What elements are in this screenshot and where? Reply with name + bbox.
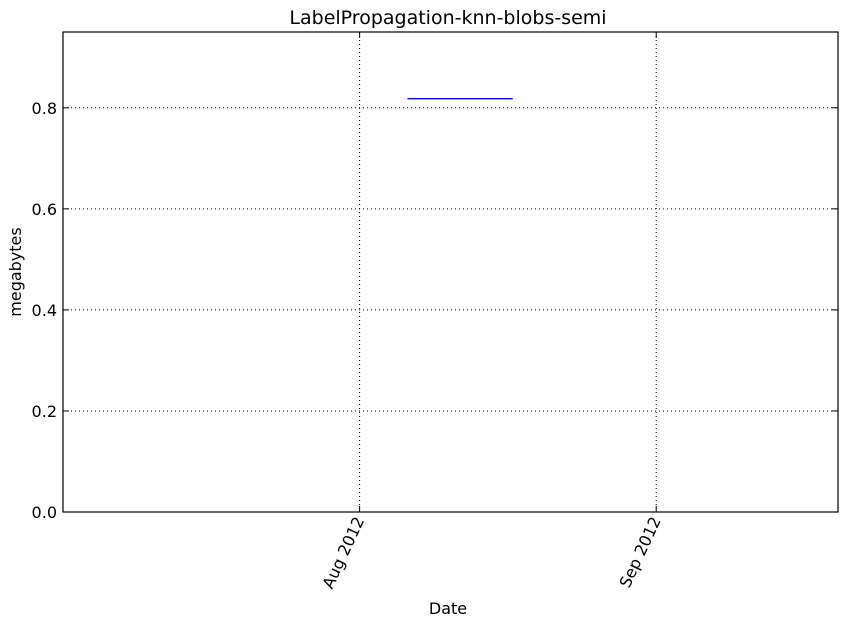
y-tick-label: 0.0 [32,503,57,522]
y-axis-label: megabytes [6,227,25,316]
chart-title: LabelPropagation-knn-blobs-semi [289,7,606,29]
plot-frame [62,31,839,513]
y-tick-label: 0.2 [32,402,57,421]
x-axis-label: Date [429,599,467,618]
y-tick-label: 0.4 [32,301,57,320]
y-tick-label: 0.8 [32,99,57,118]
grid [63,32,838,512]
y-tick-label: 0.6 [32,200,57,219]
